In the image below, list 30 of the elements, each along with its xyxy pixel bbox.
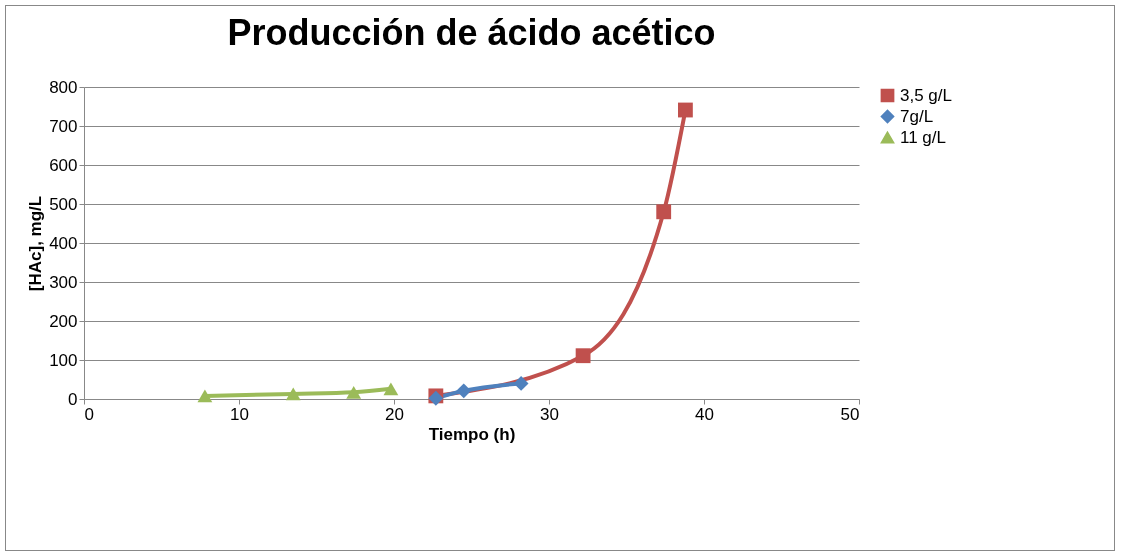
x-tick-label: 40: [695, 404, 714, 424]
x-tick-label: 0: [84, 404, 94, 424]
point: [456, 383, 472, 399]
chart-title: Producción de ácido acético: [227, 12, 716, 53]
legend-label: 3,5 g/L: [900, 85, 952, 105]
point: [575, 348, 591, 364]
x-tick-label: 10: [230, 404, 249, 424]
y-tick-label: 400: [49, 233, 78, 253]
y-tick-label: 800: [49, 77, 78, 97]
x-tick-label: 50: [840, 404, 860, 424]
y-tick-label: 500: [49, 194, 78, 214]
point: [513, 375, 529, 391]
y-tick-label: 600: [49, 155, 78, 175]
legend-label: 7g/L: [900, 106, 934, 126]
y-tick-label: 300: [49, 272, 78, 292]
point: [285, 387, 301, 401]
x-tick-label: 30: [540, 404, 559, 424]
y-tick-label: 0: [68, 389, 78, 409]
point: [383, 382, 399, 396]
y-tick-label: 100: [49, 350, 78, 370]
point: [656, 204, 672, 220]
point: [197, 389, 213, 403]
legend-label: 11 g/L: [900, 127, 947, 147]
y-tick-label: 700: [49, 116, 78, 136]
y-axis-title: [HAc], mg/L: [26, 195, 46, 292]
point: [677, 102, 693, 118]
x-axis-title: Tiempo (h): [428, 424, 516, 444]
x-tick-label: 20: [385, 404, 404, 424]
y-tick-label: 200: [49, 311, 78, 331]
point: [346, 385, 362, 399]
